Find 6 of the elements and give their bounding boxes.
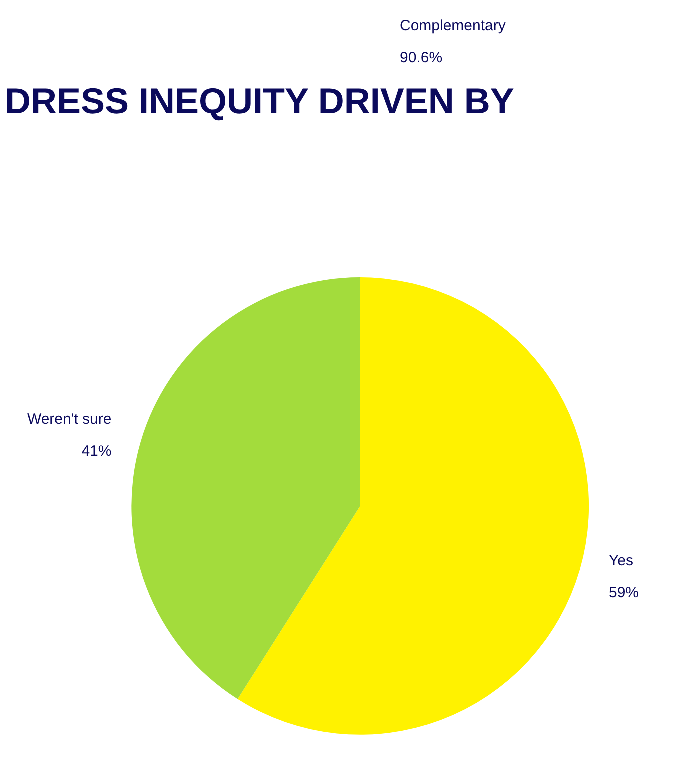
slice-label: Weren't sure bbox=[27, 410, 112, 428]
data-label: 59% bbox=[608, 584, 640, 602]
text: Complementary 90.6% bbox=[400, 18, 506, 66]
slice-label: Yes bbox=[608, 552, 634, 570]
data-label: 41% bbox=[82, 442, 112, 460]
chart-title: DRESS INEQUITY DRIVEN BY bbox=[5, 80, 514, 122]
